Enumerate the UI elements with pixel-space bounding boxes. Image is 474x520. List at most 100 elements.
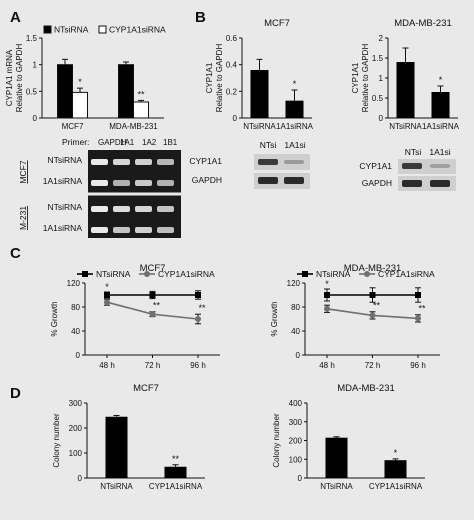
significance-marker: * (78, 77, 82, 87)
panel-letter-b: B (195, 9, 206, 26)
x-tick-label: 48 h (319, 361, 335, 370)
x-tick-label: CYP1A1siRNA (149, 482, 203, 491)
legend-label: CYP1A1siRNA (109, 25, 166, 35)
x-tick-label: 1A1siRNA (276, 122, 314, 131)
chart-title: MCF7 (133, 383, 159, 394)
legend-label: NTsiRNA (316, 269, 351, 279)
western-blot-mda: NTsi 1A1si CYP1A1 GAPDH (359, 147, 456, 191)
x-tick-label: MDA-MB-231 (109, 122, 158, 131)
chart-b2: 0 0.5 1 1.5 2 CYP1A1Relative to GAPDH MDA-MB-2… (351, 18, 460, 131)
gel-row-label: NTsiRNA (48, 202, 83, 212)
gel-column-label: GAPDH (98, 138, 127, 147)
y-axis-label: Colony number (52, 413, 61, 468)
significance-marker: * (394, 448, 398, 458)
bar (72, 91, 88, 119)
gel-band (157, 227, 174, 233)
legend-marker (302, 271, 308, 277)
x-tick-label: 72 h (145, 361, 161, 370)
significance-marker: ** (172, 454, 180, 464)
gel-band (135, 159, 152, 165)
y-tick-label: 80 (71, 303, 80, 312)
panel-letter-a: A (10, 9, 21, 26)
gel-band (91, 180, 108, 186)
y-tick-label: 0.2 (226, 87, 238, 96)
x-tick-label: MCF7 (62, 122, 84, 131)
blot-strip (398, 159, 456, 174)
x-tick-label: 48 h (99, 361, 115, 370)
y-tick-label: 0 (379, 114, 384, 123)
gel-group-label: MCF7 (18, 160, 28, 183)
blot-row-label: GAPDH (192, 175, 222, 185)
bar (396, 62, 415, 118)
y-axis-label: % Growth (270, 301, 279, 336)
legend-swatch (43, 25, 52, 34)
blot-row-label: GAPDH (362, 178, 392, 188)
blot-strip (398, 176, 456, 191)
significance-marker: * (293, 79, 297, 89)
data-point (324, 305, 330, 312)
bar (325, 437, 348, 478)
y-tick-label: 120 (67, 279, 81, 288)
gel-bands (91, 159, 174, 233)
y-tick-label: 40 (291, 327, 300, 336)
y-tick-label: 400 (289, 399, 303, 408)
chart-d2: 0 100 200 300 400 Colony number MDA-MB-231 NTsi… (272, 383, 425, 491)
blot-band (284, 160, 304, 164)
data-point (149, 311, 156, 318)
bar (133, 101, 149, 119)
blot-header: NTsi (405, 147, 422, 157)
western-blot-mcf7: NTsi 1A1si CYP1A1 GAPDH (189, 140, 310, 189)
legend-swatch (98, 25, 107, 34)
significance-marker: * (105, 282, 109, 292)
panel-letter-d: D (10, 385, 21, 402)
gel-group-label: M-231 (18, 206, 28, 230)
legend-marker (144, 271, 150, 277)
significance-marker: ** (198, 303, 206, 313)
legend-label: NTsiRNA (54, 25, 89, 35)
x-tick-label: 96 h (410, 361, 426, 370)
data-point (369, 292, 376, 298)
chart-title: MDA-MB-231 (394, 18, 452, 29)
y-tick-label: 40 (71, 327, 80, 336)
y-tick-label: 120 (287, 279, 301, 288)
significance-marker: ** (418, 303, 426, 313)
gel-band (91, 227, 108, 233)
blot-header: NTsi (260, 140, 277, 150)
y-axis-label: CYP1A1Relative to GAPDH (205, 44, 224, 113)
bar (285, 100, 304, 118)
data-point (195, 316, 201, 322)
y-tick-label: 0 (76, 351, 81, 360)
y-tick-label: 0 (78, 474, 83, 483)
significance-marker: * (439, 75, 443, 85)
y-tick-label: 0.4 (226, 61, 238, 70)
x-tick-label: NTsiRNA (389, 122, 422, 131)
legend-label: CYP1A1siRNA (378, 269, 435, 279)
y-axis-label: % Growth (50, 301, 59, 336)
y-axis-label-line: % Growth (270, 301, 279, 336)
significance-marker: * (325, 279, 329, 289)
y-axis-label-line: Relative to GAPDH (215, 44, 224, 113)
bar (164, 466, 187, 478)
significance-marker: ** (153, 300, 161, 310)
y-tick-label: 0.5 (26, 87, 38, 96)
y-tick-label: 0 (296, 351, 301, 360)
bar (384, 460, 407, 478)
chart-title: MDA-MB-231 (344, 263, 402, 274)
x-tick-label: CYP1A1siRNA (369, 482, 423, 491)
x-tick-label: NTsiRNA (243, 122, 276, 131)
blot-header: 1A1si (284, 140, 305, 150)
y-tick-label: 300 (69, 399, 83, 408)
y-axis-label: CYP1A1Relative to GAPDH (351, 44, 370, 113)
y-tick-label: 0 (233, 114, 238, 123)
y-tick-label: 0 (33, 114, 38, 123)
significance-marker: ** (373, 300, 381, 310)
blot-band (258, 177, 278, 184)
blot-row-label: CYP1A1 (359, 161, 392, 171)
data-point (104, 292, 110, 298)
y-axis-label: Colony number (272, 413, 281, 468)
y-axis-label-line: CYP1A1 (351, 62, 360, 93)
y-tick-label: 200 (69, 424, 83, 433)
